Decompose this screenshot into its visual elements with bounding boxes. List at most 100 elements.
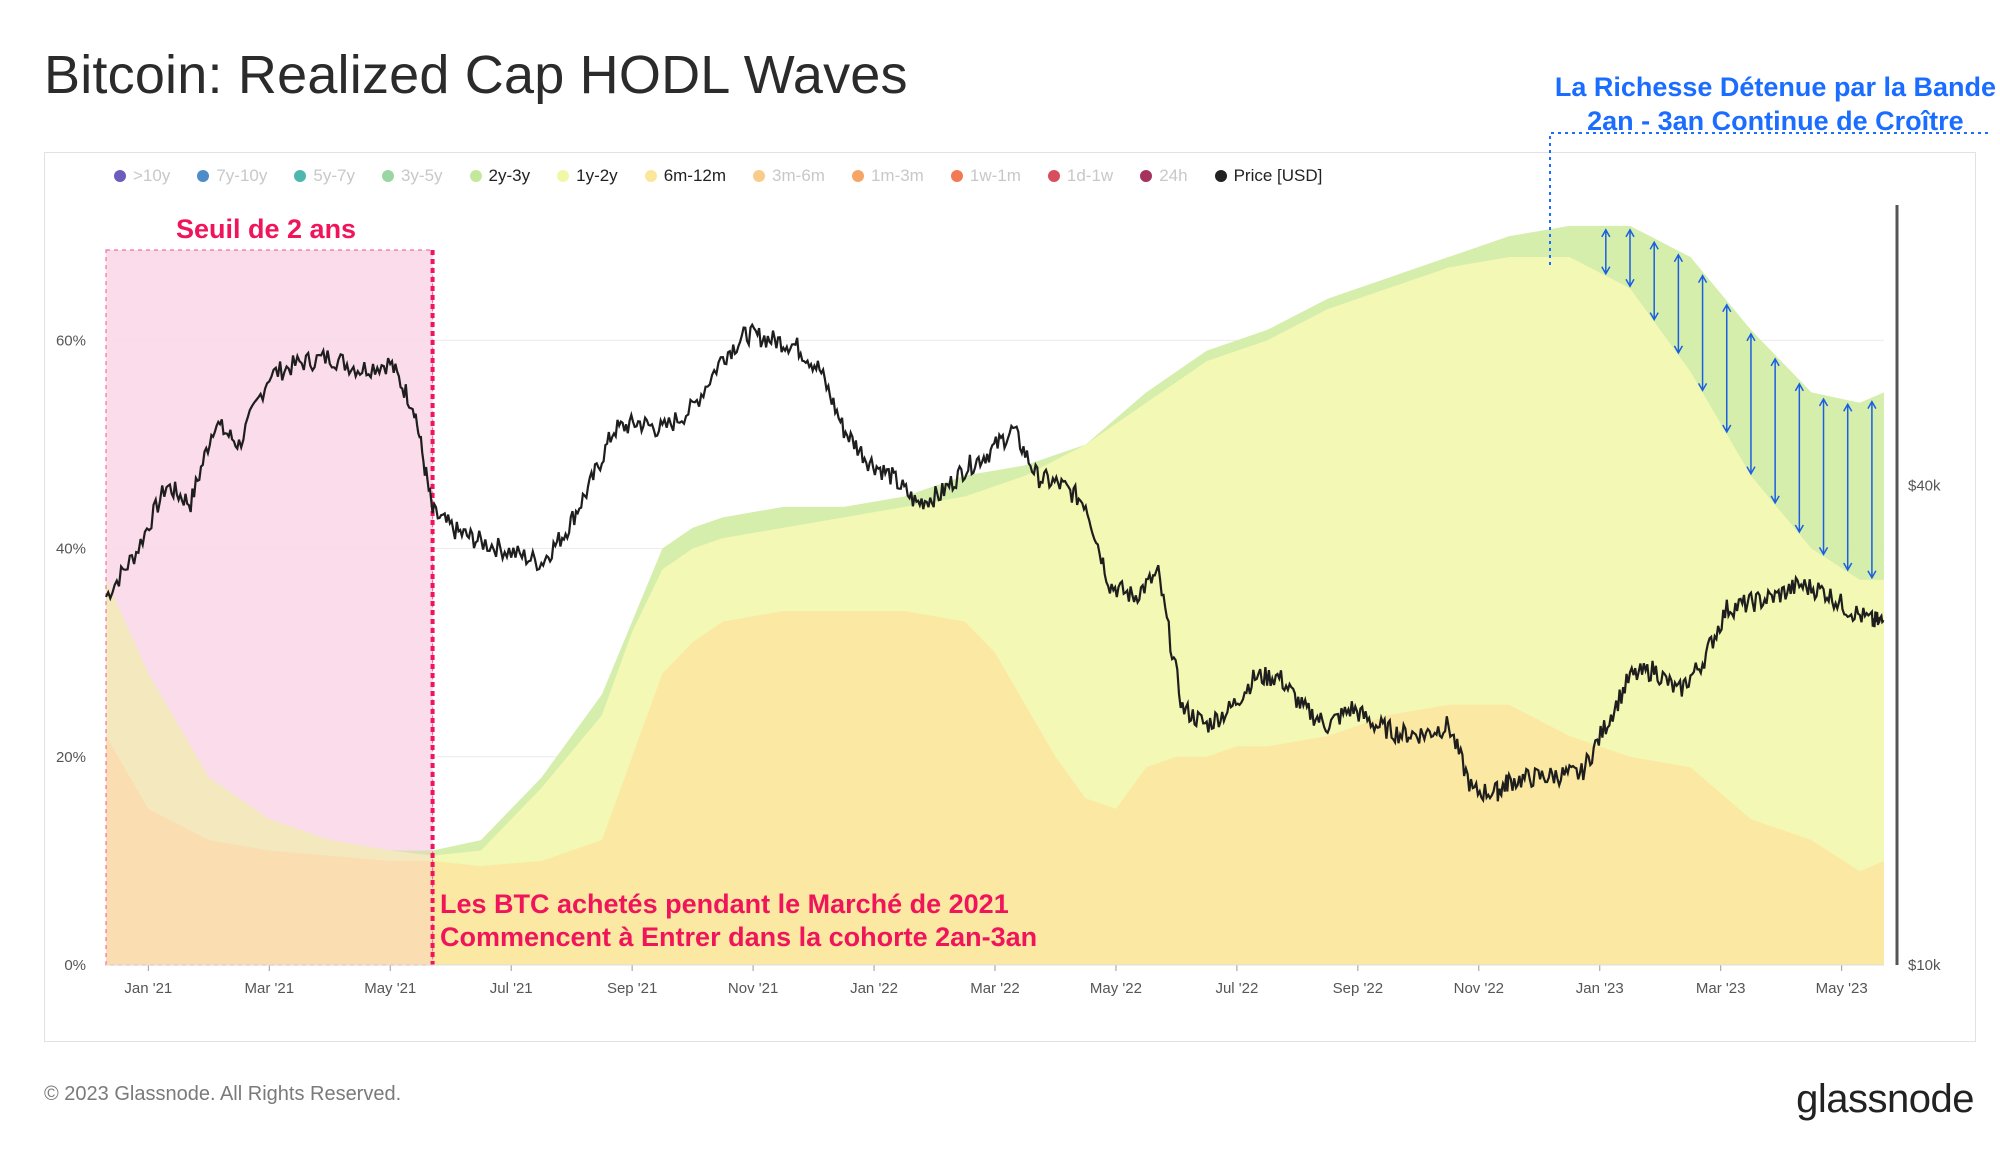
growth-arrow-head-top bbox=[1818, 397, 1829, 407]
x-tick-label: Sep '22 bbox=[1333, 980, 1383, 997]
annotation-top-right-line1: La Richesse Détenue par la Bande bbox=[1554, 72, 1996, 102]
x-tick-label: Jan '23 bbox=[1576, 980, 1624, 997]
legend-dot-icon bbox=[469, 170, 482, 182]
growth-arrow-head-bottom bbox=[1843, 562, 1853, 572]
x-tick-label: Jan '21 bbox=[124, 980, 172, 997]
legend-dot-icon bbox=[1214, 170, 1227, 182]
legend-item[interactable]: 7y-10y bbox=[197, 166, 267, 186]
legend-label: 7y-10y bbox=[216, 166, 268, 185]
legend-label: 6m-12m bbox=[663, 166, 727, 185]
legend-item[interactable]: 24h bbox=[1140, 166, 1188, 186]
legend-label: 2y-3y bbox=[488, 166, 531, 185]
growth-arrow-head-top bbox=[1867, 400, 1877, 409]
y-tick-label: 20% bbox=[56, 749, 86, 766]
growth-arrow-head-top bbox=[1601, 228, 1611, 238]
growth-arrow-head-bottom bbox=[1601, 266, 1611, 276]
x-tick-label: Nov '21 bbox=[728, 980, 778, 997]
legend-label: Price [USD] bbox=[1233, 166, 1323, 185]
growth-arrow-head-bottom bbox=[1818, 546, 1829, 556]
highlight-border bbox=[105, 249, 434, 966]
y-tick-label: 0% bbox=[64, 957, 86, 974]
growth-arrow-head-bottom bbox=[1697, 383, 1708, 392]
x-tick-label: May '23 bbox=[1816, 980, 1868, 997]
growth-arrow-head-top bbox=[1746, 332, 1756, 342]
legend-dot-icon bbox=[950, 170, 963, 182]
copyright-footer: © 2023 Glassnode. All Rights Reserved. bbox=[44, 1083, 402, 1105]
y-tick-label: 40% bbox=[56, 541, 86, 558]
y-right-tick-label: $40k bbox=[1908, 477, 1941, 494]
legend-dot-icon bbox=[197, 170, 210, 182]
y-tick-label: 60% bbox=[56, 332, 86, 349]
y-right-tick-label: $10k bbox=[1908, 957, 1941, 974]
x-tick-label: Jan '22 bbox=[850, 980, 898, 997]
annotation-seuil: Seuil de 2 ans bbox=[176, 214, 357, 244]
legend-dot-icon bbox=[1047, 170, 1060, 182]
area-6m-12m bbox=[106, 611, 1884, 965]
legend-item[interactable]: Price [USD] bbox=[1214, 166, 1323, 186]
chart-legend: >10y 7y-10y 5y-7y 3y-5y 2y-3y 1y-2y 6m-12m 3m-6… bbox=[114, 166, 1349, 186]
growth-arrow-head-bottom bbox=[1794, 524, 1804, 534]
legend-dot-icon bbox=[114, 170, 126, 182]
legend-dot-icon bbox=[644, 170, 657, 182]
growth-arrow-head-top bbox=[1794, 382, 1804, 392]
legend-dot-icon bbox=[557, 170, 570, 182]
annotation-top-right-line2: 2an - 3an Continue de Croître bbox=[1587, 106, 1964, 136]
legend-item[interactable]: 2y-3y bbox=[469, 166, 531, 186]
growth-arrow-head-bottom bbox=[1770, 495, 1780, 505]
growth-arrow-head-bottom bbox=[1746, 466, 1756, 476]
annotation-bottom: Les BTC achetés pendant le Marché de 202… bbox=[440, 888, 1037, 954]
x-tick-label: May '22 bbox=[1090, 980, 1142, 997]
growth-arrow-head-bottom bbox=[1649, 312, 1659, 322]
annotation-bottom-line1: Les BTC achetés pendant le Marché de 202… bbox=[440, 889, 1009, 919]
growth-arrow-head-top bbox=[1625, 228, 1635, 238]
x-tick-label: Jul '22 bbox=[1215, 980, 1258, 997]
growth-arrow-head-bottom bbox=[1625, 278, 1635, 288]
legend-dot-icon bbox=[1140, 170, 1153, 182]
x-tick-label: Nov '22 bbox=[1454, 980, 1504, 997]
legend-label: 24h bbox=[1159, 166, 1188, 185]
glassnode-logo: glassnode bbox=[1796, 1077, 1974, 1121]
legend-item[interactable]: 1y-2y bbox=[557, 166, 618, 186]
annotation-top-right: La Richesse Détenue par la Bande 2an - 3… bbox=[1555, 70, 1996, 138]
legend-dot-icon bbox=[294, 170, 307, 182]
legend-item[interactable]: 1d-1w bbox=[1047, 166, 1114, 186]
legend-label: 1m-3m bbox=[870, 166, 924, 185]
legend-label: >10y bbox=[133, 166, 171, 185]
x-tick-label: Mar '23 bbox=[1696, 980, 1746, 997]
highlight-overlay bbox=[106, 250, 433, 965]
growth-arrow-head-top bbox=[1649, 240, 1659, 250]
growth-arrow-head-bottom bbox=[1867, 570, 1877, 580]
price-line bbox=[105, 322, 1885, 804]
legend-item[interactable]: 1w-1m bbox=[950, 166, 1021, 186]
legend-item[interactable]: 5y-7y bbox=[294, 166, 355, 186]
legend-dot-icon bbox=[753, 170, 766, 182]
x-tick-label: Mar '21 bbox=[245, 980, 295, 997]
chart-title: Bitcoin: Realized Cap HODL Waves bbox=[44, 45, 908, 105]
growth-arrow-head-bottom bbox=[1722, 424, 1732, 434]
legend-dot-icon bbox=[851, 170, 864, 182]
legend-label: 3y-5y bbox=[400, 166, 443, 185]
growth-arrow-head-top bbox=[1673, 253, 1684, 263]
annotation-connector bbox=[1549, 132, 1990, 265]
legend-item[interactable]: 3m-6m bbox=[753, 166, 825, 186]
legend-item[interactable]: >10y bbox=[114, 166, 170, 186]
annotation-bottom-line2: Commencent à Entrer dans la cohorte 2an-… bbox=[440, 922, 1038, 952]
x-tick-label: May '21 bbox=[364, 980, 416, 997]
legend-dot-icon bbox=[381, 170, 394, 182]
legend-label: 1d-1w bbox=[1066, 166, 1114, 185]
legend-label: 1y-2y bbox=[576, 166, 618, 185]
growth-arrow-head-top bbox=[1843, 402, 1853, 412]
growth-arrow-head-top bbox=[1697, 274, 1708, 284]
growth-arrow-head-top bbox=[1722, 303, 1732, 313]
growth-arrow-head-bottom bbox=[1673, 345, 1684, 355]
legend-item[interactable]: 3y-5y bbox=[381, 166, 443, 186]
x-tick-label: Sep '21 bbox=[607, 980, 657, 997]
x-tick-label: Jul '21 bbox=[490, 980, 533, 997]
legend-label: 3m-6m bbox=[772, 166, 825, 185]
growth-arrow-head-top bbox=[1770, 357, 1780, 367]
legend-item[interactable]: 1m-3m bbox=[851, 166, 924, 186]
legend-label: 1w-1m bbox=[969, 166, 1021, 185]
x-tick-label: Mar '22 bbox=[970, 980, 1020, 997]
legend-item[interactable]: 6m-12m bbox=[644, 166, 727, 186]
